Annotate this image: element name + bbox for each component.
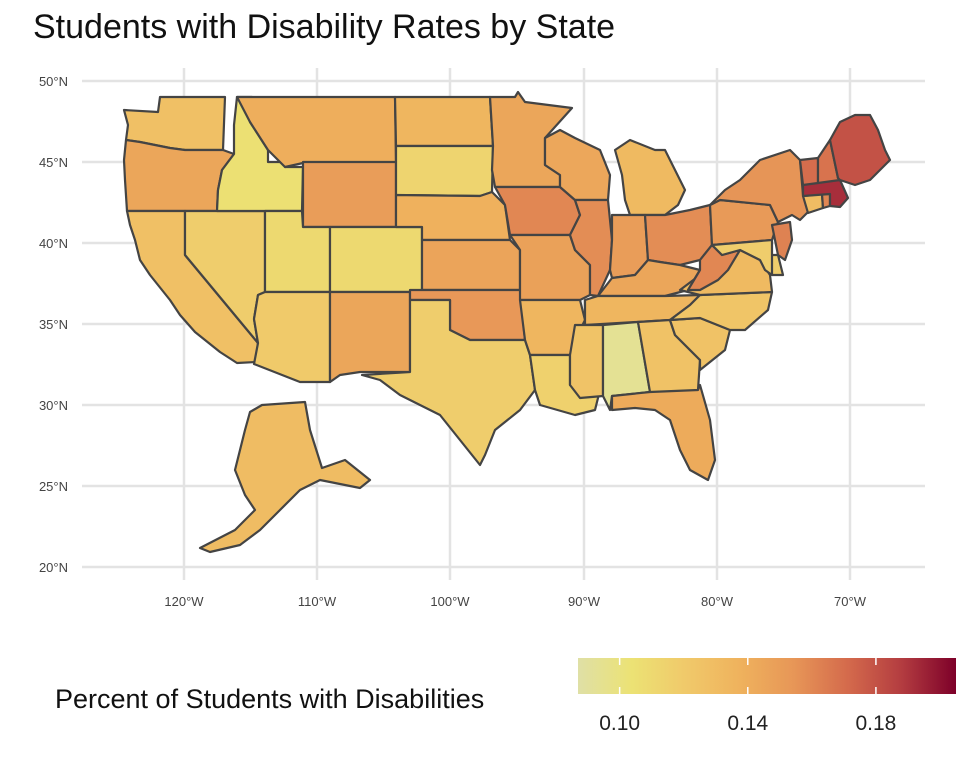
lon-tick-label: 100°W: [430, 594, 470, 609]
state-new-jersey: [770, 220, 794, 262]
state-rhode-island: [820, 192, 832, 210]
state-massachusetts: [801, 178, 850, 209]
lon-tick-label: 120°W: [164, 594, 204, 609]
legend-ticks: 0.10 0.14 0.18: [599, 658, 896, 735]
lon-tick-label: 90°W: [568, 594, 601, 609]
state-north-dakota: [393, 95, 495, 148]
lat-tick-label: 30°N: [39, 398, 68, 413]
lat-tick-label: 25°N: [39, 479, 68, 494]
color-legend: Percent of Students with Disabilities 0.…: [55, 658, 956, 735]
state-north-carolina: [668, 290, 774, 332]
state-illinois: [568, 198, 614, 298]
axis-labels: 50°N 45°N 40°N 35°N 30°N 25°N 20°N 120°W 110°W 10…: [39, 74, 867, 609]
states-layer: [122, 90, 892, 554]
legend-tick-label: 0.14: [727, 712, 768, 735]
lat-tick-label: 45°N: [39, 155, 68, 170]
lon-tick-label: 80°W: [701, 594, 734, 609]
state-maine: [828, 113, 892, 187]
legend-title: Percent of Students with Disabilities: [55, 684, 484, 714]
lat-tick-label: 20°N: [39, 560, 68, 575]
legend-tick-label: 0.10: [599, 712, 640, 735]
state-arizona: [252, 290, 332, 384]
state-texas: [360, 298, 537, 467]
legend-tick-label: 0.18: [855, 712, 896, 735]
lat-tick-label: 50°N: [39, 74, 68, 89]
legend-colorbar: [578, 658, 956, 694]
state-maryland: [710, 238, 774, 277]
state-kentucky: [596, 258, 702, 298]
lon-tick-label: 110°W: [298, 594, 337, 609]
state-florida: [610, 383, 717, 482]
state-vermont: [798, 156, 820, 187]
lat-tick-label: 40°N: [39, 236, 68, 251]
map-title: Students with Disability Rates by State: [33, 8, 616, 46]
lat-tick-label: 35°N: [39, 317, 68, 332]
state-pennsylvania: [708, 198, 780, 247]
lon-tick-label: 70°W: [834, 594, 867, 609]
state-new-mexico: [328, 290, 412, 384]
state-colorado: [328, 225, 424, 294]
state-south-dakota: [394, 144, 495, 198]
state-michigan: [613, 138, 687, 217]
state-alaska: [198, 400, 372, 554]
state-wyoming: [301, 160, 398, 229]
state-kansas: [420, 238, 522, 292]
state-mississippi: [568, 323, 605, 400]
